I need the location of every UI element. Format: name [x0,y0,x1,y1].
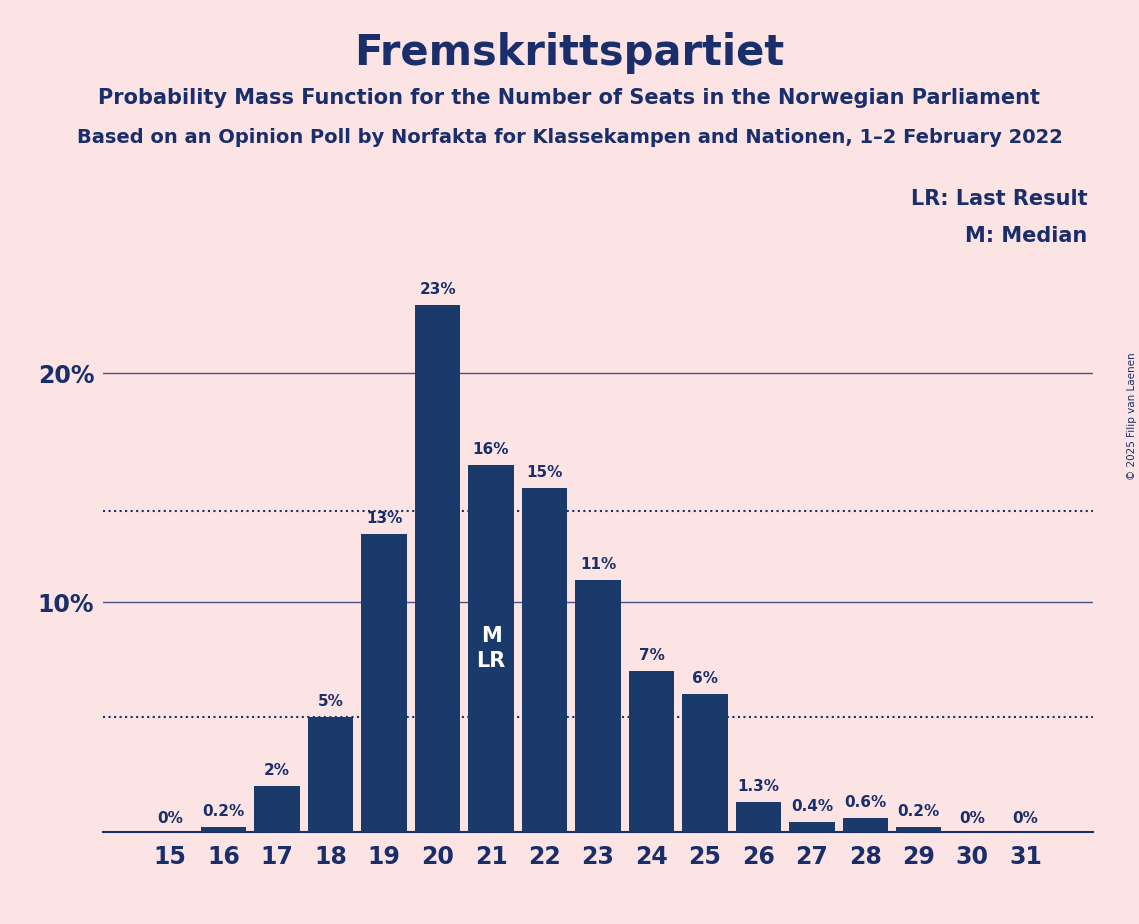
Text: 0.6%: 0.6% [844,795,886,809]
Bar [415,305,460,832]
Text: 11%: 11% [580,556,616,572]
Text: 0.2%: 0.2% [898,804,940,819]
Bar [575,579,621,832]
Bar [843,818,888,832]
Text: M
LR: M LR [476,626,506,671]
Bar [682,694,728,832]
Text: Probability Mass Function for the Number of Seats in the Norwegian Parliament: Probability Mass Function for the Number… [98,88,1041,108]
Bar [896,827,942,832]
Bar [361,534,407,832]
Text: LR: Last Result: LR: Last Result [911,189,1088,210]
Text: 0%: 0% [157,811,183,826]
Text: Fremskrittspartiet: Fremskrittspartiet [354,32,785,74]
Text: 23%: 23% [419,282,456,297]
Text: 0.4%: 0.4% [790,799,833,814]
Text: 2%: 2% [264,762,290,778]
Text: 0%: 0% [959,811,985,826]
Text: 13%: 13% [366,511,402,526]
Bar [308,717,353,832]
Text: Based on an Opinion Poll by Norfakta for Klassekampen and Nationen, 1–2 February: Based on an Opinion Poll by Norfakta for… [76,128,1063,147]
Bar [629,671,674,832]
Text: 5%: 5% [318,694,344,709]
Text: 0%: 0% [1013,811,1039,826]
Text: 1.3%: 1.3% [737,779,779,794]
Bar [200,827,246,832]
Text: © 2025 Filip van Laenen: © 2025 Filip van Laenen [1126,352,1137,480]
Bar [254,785,300,832]
Text: M: Median: M: Median [966,226,1088,247]
Text: 16%: 16% [473,442,509,457]
Text: 7%: 7% [639,648,664,663]
Bar [736,802,781,832]
Text: 6%: 6% [691,671,718,687]
Bar [468,465,514,832]
Text: 0.2%: 0.2% [203,804,245,819]
Bar [789,822,835,832]
Text: 15%: 15% [526,465,563,480]
Bar [522,488,567,832]
